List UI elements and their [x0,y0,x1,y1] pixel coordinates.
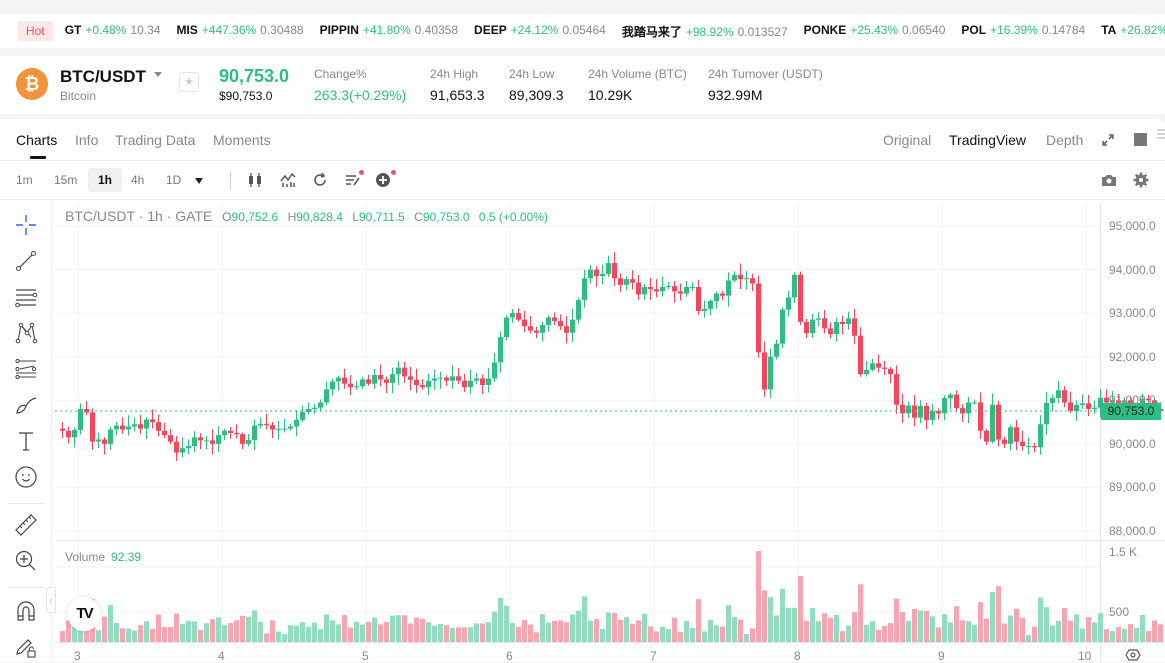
ohlc-close: 90,753.0 [423,210,470,224]
time-axis-label: 4 [218,649,225,663]
time-axis-label: 5 [362,649,369,663]
price-axis-label: 88,000.0 [1109,524,1156,538]
candlestick-chart[interactable] [0,0,1165,662]
time-axis-label: 7 [650,649,657,663]
time-axis-label: 3 [74,649,81,663]
price-axis-label: 95,000.0 [1109,219,1156,233]
time-axis-label: 8 [794,649,801,663]
time-axis-label: 10 [1078,649,1091,663]
volume-axis-label: 1.5 K [1109,545,1137,559]
chart-legend: BTC/USDT · 1h · GATE O90,752.6 H90,828.4… [65,208,554,224]
price-axis-label: 91,000.0 [1109,393,1156,407]
price-axis-label: 94,000.0 [1109,263,1156,277]
chart-symbol-title: BTC/USDT · 1h · GATE [65,208,212,224]
price-axis-label: 93,000.0 [1109,306,1156,320]
axis-settings-icon[interactable] [1125,648,1141,662]
volume-value: 92.39 [111,550,141,564]
time-axis-label: 9 [938,649,945,663]
price-axis-label: 89,000.0 [1109,480,1156,494]
ohlc-open: 90,752.6 [232,210,279,224]
ohlc-change: 0.5 (+0.00%) [479,210,548,224]
time-axis-label: 6 [506,649,513,663]
tradingview-logo[interactable]: TV [67,597,101,631]
ohlc-low: 90,711.5 [359,210,405,224]
volume-axis-label: 500 [1109,605,1129,619]
price-axis-label: 92,000.0 [1109,350,1156,364]
ohlc-high: 90,828.4 [296,210,343,224]
price-axis-label: 90,000.0 [1109,437,1156,451]
volume-legend: Volume92.39 [65,550,141,564]
